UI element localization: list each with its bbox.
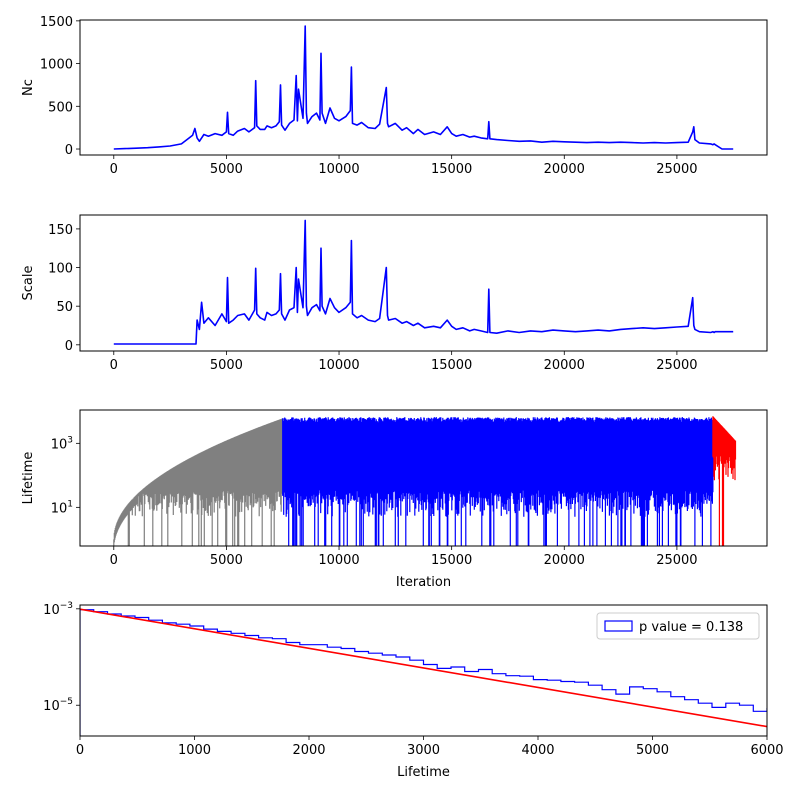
x-tick-label: 25000 (656, 553, 697, 568)
y-tick-label: 150 (48, 223, 73, 238)
axes-frame (79, 19, 768, 156)
series-line-0 (113, 25, 734, 150)
y-tick-label: 50 (56, 300, 73, 315)
x-axis-label: Lifetime (397, 765, 450, 780)
x-tick-label: 10000 (318, 553, 359, 568)
panel-scale: 0 5000 10000 15000 20000 25000 0 50 100 150 Scale (21, 214, 768, 373)
x-tick-label: 15000 (431, 553, 472, 568)
panel-lifetime-vs-iteration: 0 5000 10000 15000 20000 25000 101 103 Lifetime I… (21, 409, 768, 590)
x-tick-label: 0 (110, 553, 118, 568)
x-tick-label: 5000 (210, 358, 243, 373)
plot-area (113, 25, 734, 150)
plot-area (113, 416, 737, 546)
plot-area (113, 219, 734, 345)
x-axis-label: Iteration (396, 575, 451, 590)
axes-frame (79, 214, 768, 352)
x-tick-label: 20000 (544, 553, 585, 568)
x-tick-label: 5000 (210, 553, 243, 568)
band-1 (282, 417, 714, 546)
plot-area (80, 608, 767, 736)
x-tick-label: 0 (76, 743, 84, 758)
legend: p value = 0.138 (596, 612, 760, 640)
y-tick-label: 10−5 (43, 697, 73, 714)
x-tick-label: 1000 (178, 743, 211, 758)
x-tick-label: 10000 (318, 162, 359, 177)
y-tick-label: 101 (51, 499, 73, 516)
y-tick-label: 10−3 (43, 601, 73, 618)
x-tick-label: 5000 (636, 743, 669, 758)
band-strokes-1 (282, 417, 714, 546)
x-tick-label: 25000 (656, 162, 697, 177)
x-tick-label: 15000 (431, 162, 472, 177)
x-tick-label: 15000 (431, 358, 472, 373)
panel-lifetime-histogram: 0 1000 2000 3000 4000 5000 6000 10−5 10−3 Lifetim… (43, 601, 783, 780)
x-tick-label: 10000 (318, 358, 359, 373)
x-tick-label: 20000 (544, 162, 585, 177)
legend-box (596, 612, 760, 640)
x-tick-label: 3000 (407, 743, 440, 758)
y-axis-label: Lifetime (21, 452, 36, 505)
y-tick-label: 103 (51, 435, 73, 452)
band-strokes-0 (113, 418, 284, 546)
band-0 (113, 418, 284, 546)
x-tick-label: 2000 (292, 743, 325, 758)
band-strokes-2 (712, 416, 737, 546)
x-tick-label: 0 (110, 162, 118, 177)
panel-nc: 0 5000 10000 15000 20000 25000 0 500 1000 1500 Nc (21, 15, 768, 177)
histogram-steps (80, 609, 767, 736)
y-axis-label: Nc (21, 79, 36, 96)
x-tick-label: 4000 (521, 743, 554, 758)
fit-line (80, 608, 767, 728)
legend-swatch (604, 620, 633, 632)
y-tick-label: 0 (65, 143, 73, 158)
y-axis-label: Scale (21, 266, 36, 301)
band-2 (712, 416, 737, 546)
x-tick-label: 6000 (750, 743, 783, 758)
x-tick-label: 5000 (210, 162, 243, 177)
y-tick-label: 100 (48, 262, 73, 277)
y-tick-label: 500 (48, 100, 73, 115)
legend-label: p value = 0.138 (639, 620, 743, 635)
x-tick-label: 0 (110, 358, 118, 373)
series-line-0 (113, 219, 734, 345)
x-tick-label: 20000 (544, 358, 585, 373)
y-tick-label: 1500 (40, 15, 73, 30)
y-tick-label: 0 (65, 339, 73, 354)
axes-frame (79, 409, 768, 547)
y-tick-label: 1000 (40, 58, 73, 73)
x-tick-label: 25000 (656, 358, 697, 373)
